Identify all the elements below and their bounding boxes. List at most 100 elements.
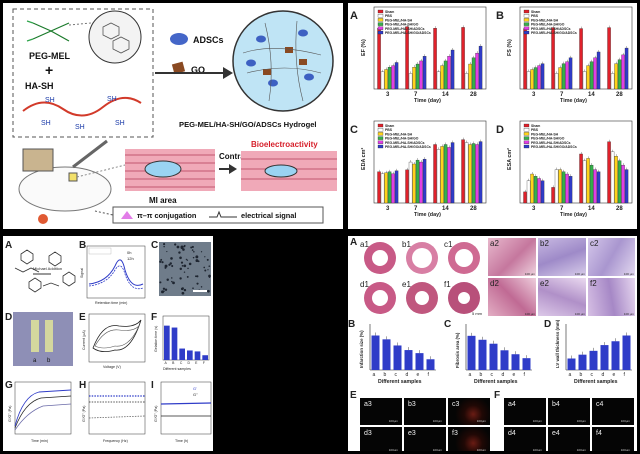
bar-D-PEG-MEL/HA-SH/ADSCs-3 <box>537 178 541 204</box>
tick-C-14: 14 <box>442 206 449 212</box>
svg-text:PEG-MEL/HA-SH/GO: PEG-MEL/HA-SH/GO <box>385 137 419 141</box>
svg-text:π–π conjugation: π–π conjugation <box>137 211 197 220</box>
fluor-b4: b4 100μm <box>548 398 590 425</box>
bar-B-Sham-7 <box>551 27 555 90</box>
xlabel-D: Time (day) <box>560 212 587 218</box>
bar-B-PEG-MEL/HA-SH-3 <box>530 69 534 90</box>
heart-b1: b1 <box>402 240 442 276</box>
bar-C-PEG-MEL/HA-SH/ADSCs-28 <box>475 144 479 204</box>
bar-C-PEG-MEL/HA-SH/GO-7 <box>415 159 420 204</box>
svg-text:Signal: Signal <box>80 268 84 278</box>
bar-D-PEG-MEL/HA-SH/GO-28 <box>617 160 622 204</box>
tick-D-7: 7 <box>560 206 564 212</box>
svg-text:F: F <box>203 361 205 365</box>
tick-B-28: 28 <box>616 92 623 98</box>
bar-B-PEG-MEL/HA-SH/GO-7 <box>561 63 566 90</box>
tick-D-14: 14 <box>588 206 595 212</box>
svg-text:SH: SH <box>115 120 125 127</box>
bar-D-PEG-MEL/HA-SH/GO/ADSCs-3 <box>540 180 545 204</box>
zoom-a2: a2 100 μm <box>488 238 536 276</box>
bar-A-PEG-MEL/HA-SH/GO/ADSCs-28 <box>478 45 483 90</box>
quant-bar-B-d <box>404 350 413 370</box>
bar-A-Sham-7 <box>405 26 409 90</box>
zoom-e2: e2 100 μm <box>538 278 586 316</box>
svg-text:G': G' <box>193 386 197 391</box>
svg-text:PBS: PBS <box>385 128 393 132</box>
mi-area-label: MI area <box>149 196 177 205</box>
svg-text:PBS: PBS <box>531 128 539 132</box>
svg-text:PEG-MEL/HA-SH: PEG-MEL/HA-SH <box>531 18 559 22</box>
bar-B-Sham-14 <box>579 28 583 90</box>
heart-e1: e1 <box>402 280 442 316</box>
fluor-d3: d3 100μm <box>360 427 402 451</box>
bar-D-PEG-MEL/HA-SH/GO-14 <box>589 164 594 204</box>
bar-B-PEG-MEL/HA-SH/ADSCs-14 <box>593 57 597 90</box>
bar-C-Sham-3 <box>377 171 381 204</box>
quant-bar-C-e <box>511 354 520 370</box>
echo-letter-B: B <box>496 10 504 22</box>
mouse-icon <box>18 166 112 212</box>
bar-B-Sham-28 <box>607 27 611 90</box>
svg-text:c: c <box>591 372 594 378</box>
svg-text:PEG-MEL/HA-SH/ADSCs: PEG-MEL/HA-SH/ADSCs <box>531 27 571 31</box>
xlabel-C: Time (day) <box>414 212 441 218</box>
bar-B-PEG-MEL/HA-SH/ADSCs-28 <box>621 54 625 90</box>
gel-bar-B <box>171 327 178 360</box>
tick-A-28: 28 <box>470 92 477 98</box>
histology-panel: A a1 b1 c1 d1 e1 f1 5 mm a2 100 μm b2 10… <box>348 236 637 451</box>
svg-text:G'/G'' (Pa): G'/G'' (Pa) <box>82 406 86 422</box>
gel-bar-C <box>179 348 185 360</box>
bar-A-PEG-MEL/HA-SH/ADSCs-7 <box>419 60 423 90</box>
svg-text:Fibrosis area (%): Fibrosis area (%) <box>455 332 460 368</box>
bar-B-PEG-MEL/HA-SH/GO-3 <box>533 67 538 90</box>
panel-H-letter: H <box>79 380 86 391</box>
peg-mel-label: PEG-MEL <box>29 51 71 61</box>
svg-text:Different samples: Different samples <box>163 367 191 371</box>
svg-text:f: f <box>524 372 526 378</box>
bar-B-PBS-28 <box>610 73 615 90</box>
gel-bar-D <box>187 350 193 360</box>
bar-D-PBS-7 <box>554 169 559 204</box>
svg-text:b: b <box>480 372 483 378</box>
svg-text:Current (μA): Current (μA) <box>82 330 86 350</box>
bar-A-PBS-3 <box>380 71 385 90</box>
bar-A-PEG-MEL/HA-SH/GO/ADSCs-14 <box>450 49 455 90</box>
gel-panel: A Michael Addition B 0h 12h Retention ti… <box>3 236 213 451</box>
bar-D-Sham-28 <box>607 141 611 204</box>
quant-bar-D-c <box>589 350 598 370</box>
svg-text:PEG-MEL/HA-SH/ADSCs: PEG-MEL/HA-SH/ADSCs <box>385 27 425 31</box>
histology-letter: A <box>350 237 358 248</box>
svg-text:f: f <box>428 372 430 378</box>
bar-B-PBS-7 <box>554 73 559 90</box>
bar-C-PBS-28 <box>464 142 469 204</box>
materials-box <box>12 8 154 138</box>
quant-bar-D-f <box>622 335 631 370</box>
hydrogel-label: PEG-MEL/HA-SH/GO/ADSCs Hydrogel <box>179 120 317 129</box>
photo-inset <box>22 148 54 172</box>
svg-text:Sham: Sham <box>385 10 394 14</box>
svg-text:B: B <box>348 319 355 330</box>
svg-text:B: B <box>172 361 175 365</box>
bar-A-PBS-7 <box>408 73 413 90</box>
bar-C-PEG-MEL/HA-SH-14 <box>440 146 444 204</box>
heart-a1: a1 <box>360 240 400 276</box>
quant-charts-svg: Ba b c d e f Different samples Infarction size … <box>348 319 632 385</box>
ylabel-A: EF (%) <box>361 39 367 56</box>
fluor-F-letter: F <box>494 390 501 401</box>
svg-text:Different samples: Different samples <box>574 379 618 385</box>
svg-text:G'/G'' (Pa): G'/G'' (Pa) <box>154 406 158 422</box>
bar-D-PEG-MEL/HA-SH/GO-3 <box>533 176 538 204</box>
svg-text:D: D <box>544 319 551 330</box>
bar-D-PEG-MEL/HA-SH/GO/ADSCs-14 <box>596 171 601 204</box>
quant-bar-B-b <box>382 339 391 370</box>
svg-text:SH: SH <box>41 120 51 127</box>
quant-bar-D-e <box>611 341 620 370</box>
echo-legend-A: ShamPBSPEG-MEL/HA-SHPEG-MEL/HA-SH/GOPEG-… <box>377 9 431 35</box>
echo-legend-B: ShamPBSPEG-MEL/HA-SHPEG-MEL/HA-SH/GOPEG-… <box>523 9 577 35</box>
svg-text:d: d <box>406 372 409 378</box>
bar-B-PEG-MEL/HA-SH/GO/ADSCs-28 <box>624 47 629 90</box>
bar-B-PBS-14 <box>582 71 587 90</box>
quant-bar-C-b <box>478 339 487 370</box>
bar-C-PEG-MEL/HA-SH/GO/ADSCs-28 <box>478 141 483 204</box>
